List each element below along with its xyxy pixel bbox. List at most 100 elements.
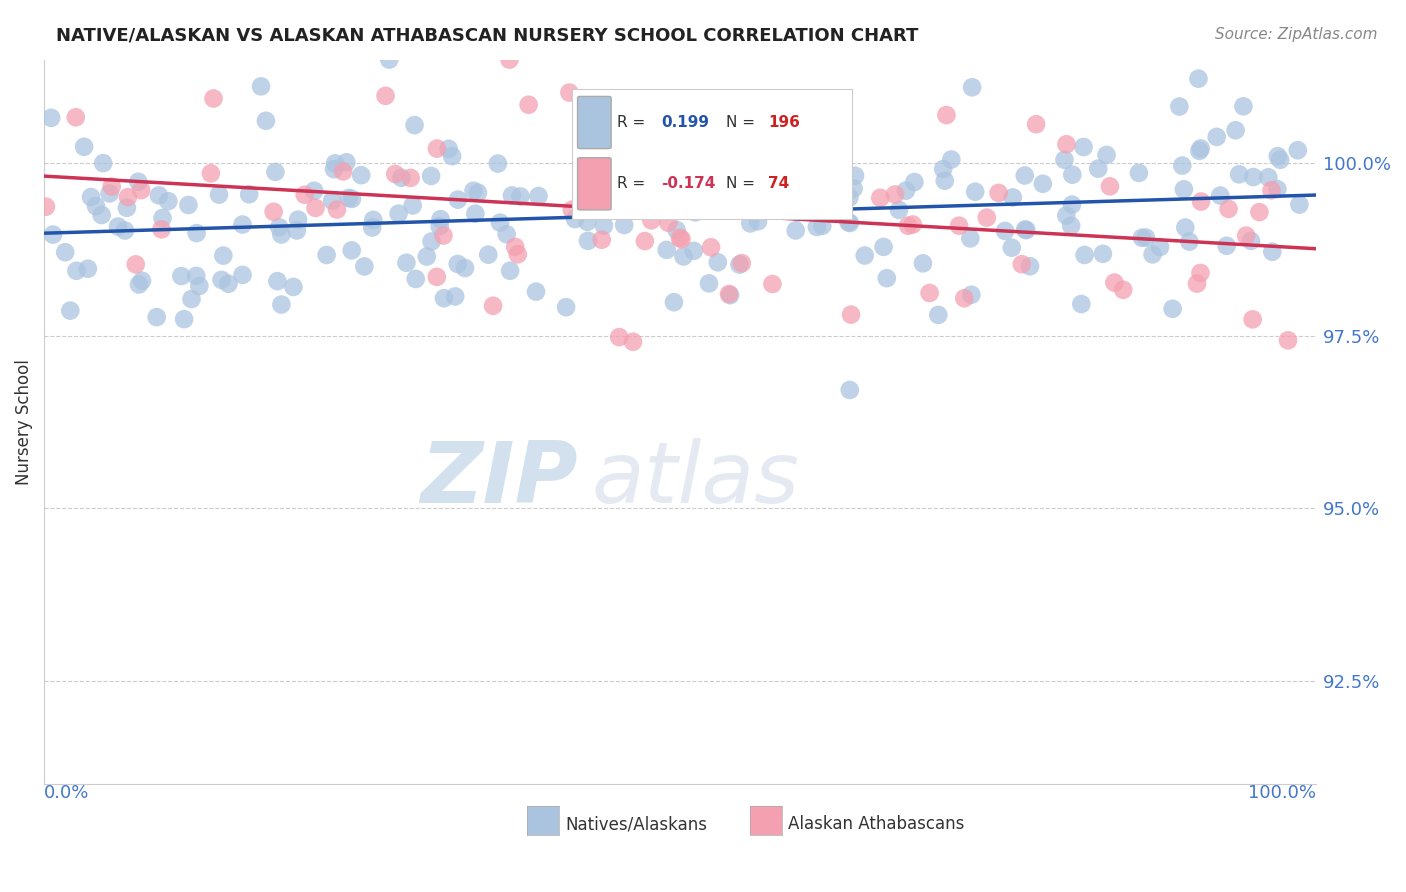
Point — [125, 257, 148, 271]
Point — [1054, 209, 1077, 223]
Point — [447, 193, 470, 207]
Point — [1209, 188, 1232, 202]
Point — [447, 257, 470, 271]
Point — [695, 189, 717, 203]
Point — [897, 219, 920, 233]
Point — [640, 213, 662, 227]
Point — [429, 212, 451, 227]
Point — [1011, 257, 1033, 271]
Point — [671, 232, 693, 246]
Point — [433, 291, 456, 305]
Point — [869, 191, 891, 205]
Point — [374, 88, 396, 103]
Point — [495, 227, 517, 242]
Point — [786, 205, 808, 219]
Point — [200, 166, 222, 180]
Point — [177, 198, 200, 212]
Point — [582, 169, 605, 184]
Point — [1019, 260, 1042, 274]
Point — [558, 86, 581, 100]
Point — [361, 220, 384, 235]
Point — [1098, 179, 1121, 194]
Point — [609, 180, 631, 194]
Point — [591, 233, 613, 247]
Point — [429, 219, 451, 234]
Point — [1032, 177, 1054, 191]
Point — [145, 310, 167, 325]
Point — [1142, 247, 1164, 261]
Point — [270, 297, 292, 311]
Point — [569, 132, 592, 146]
Point — [340, 192, 363, 206]
Point — [927, 308, 949, 322]
Point — [1189, 141, 1212, 155]
Point — [217, 277, 239, 291]
Point — [672, 250, 695, 264]
Point — [350, 168, 373, 182]
Point — [613, 218, 636, 232]
Point — [426, 142, 449, 156]
Point — [467, 186, 489, 200]
Point — [894, 184, 917, 198]
Point — [1288, 197, 1310, 211]
Point — [477, 248, 499, 262]
Point — [797, 191, 820, 205]
Point — [934, 174, 956, 188]
Point — [628, 161, 651, 176]
Point — [953, 291, 976, 305]
Point — [575, 166, 598, 180]
Point — [212, 249, 235, 263]
Point — [785, 223, 807, 237]
Point — [806, 220, 828, 235]
Point — [524, 285, 547, 299]
Point — [887, 202, 910, 217]
Point — [404, 118, 426, 132]
Point — [1261, 244, 1284, 259]
Point — [1205, 129, 1227, 144]
Point — [1171, 159, 1194, 173]
Point — [463, 184, 485, 198]
Point — [1130, 231, 1153, 245]
Point — [1087, 161, 1109, 176]
Point — [697, 277, 720, 291]
Point — [1060, 197, 1083, 211]
Point — [285, 223, 308, 237]
Point — [211, 273, 233, 287]
Point — [1189, 266, 1212, 280]
Point — [517, 97, 540, 112]
Point — [918, 285, 941, 300]
Point — [911, 256, 934, 270]
Point — [718, 287, 741, 301]
Text: Source: ZipAtlas.com: Source: ZipAtlas.com — [1215, 27, 1378, 42]
Point — [454, 260, 477, 275]
Point — [326, 202, 349, 217]
Point — [688, 165, 710, 179]
Point — [1257, 170, 1279, 185]
Point — [1189, 194, 1212, 209]
Point — [264, 165, 287, 179]
Point — [1054, 137, 1077, 152]
Point — [441, 149, 464, 163]
Point — [1188, 144, 1211, 158]
Point — [959, 231, 981, 245]
Point — [115, 201, 138, 215]
Point — [315, 248, 337, 262]
Point — [1014, 169, 1036, 183]
Point — [655, 243, 678, 257]
Point — [202, 91, 225, 105]
Point — [941, 153, 963, 167]
Point — [1161, 301, 1184, 316]
Point — [98, 186, 121, 201]
Point — [1062, 168, 1084, 182]
Point — [501, 188, 523, 202]
Text: 0.0%: 0.0% — [44, 784, 90, 802]
Point — [254, 113, 277, 128]
Point — [794, 186, 817, 201]
Point — [527, 189, 550, 203]
Point — [353, 260, 375, 274]
Point — [682, 244, 704, 258]
Point — [1178, 235, 1201, 249]
Point — [564, 212, 586, 227]
Point — [699, 108, 721, 122]
Point — [65, 110, 87, 124]
